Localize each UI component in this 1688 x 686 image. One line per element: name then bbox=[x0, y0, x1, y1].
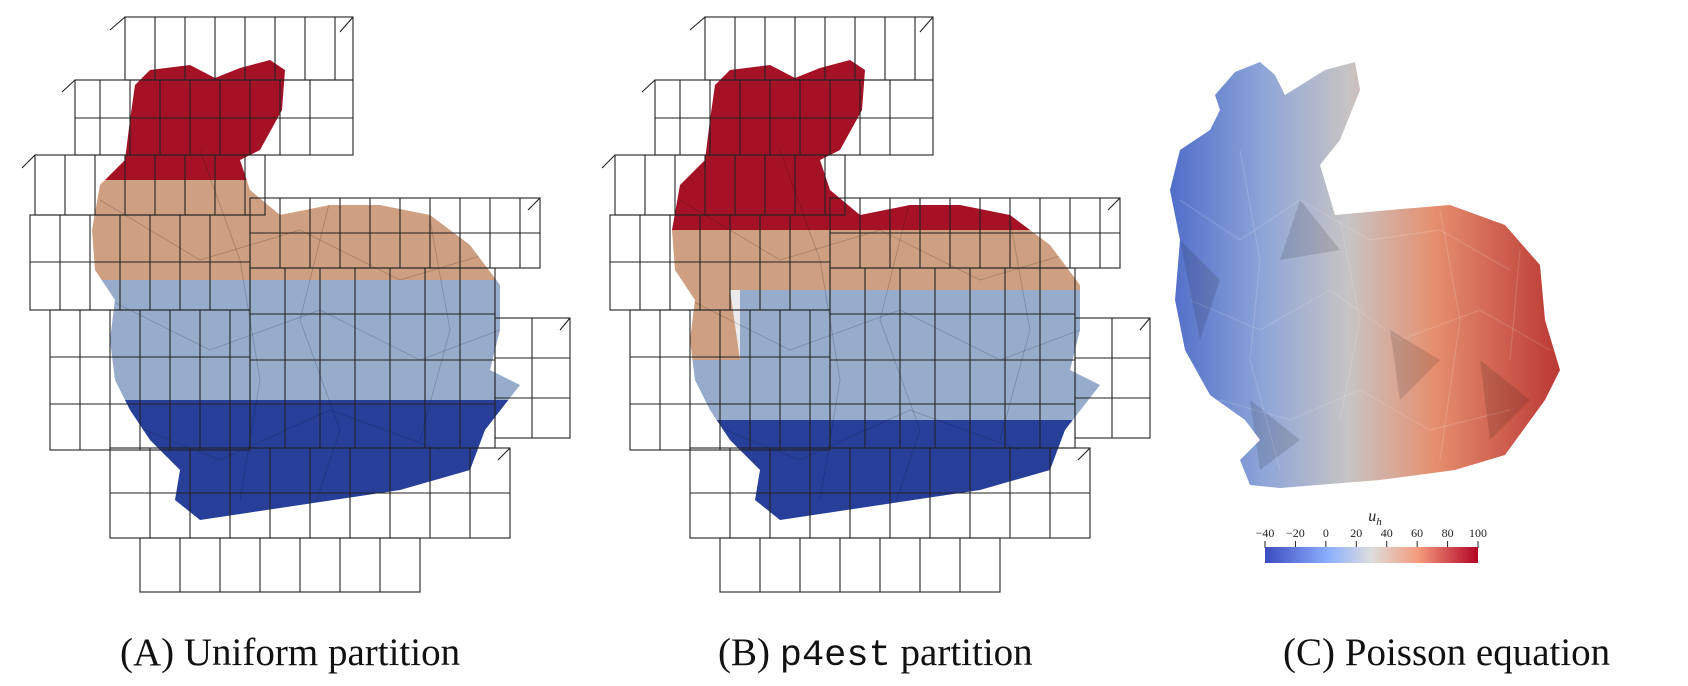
caption-p4est-partition: (B) p4est partition bbox=[718, 630, 1033, 677]
poisson-bunny-surface bbox=[1170, 62, 1560, 488]
bunny-poisson-solution-render: uh −40 −20 0 20 40 60 80 100 bbox=[1170, 62, 1560, 563]
caption-title: Uniform partition bbox=[183, 631, 461, 674]
partition-band-1 bbox=[672, 60, 1100, 230]
caption-title: Poisson equation bbox=[1344, 631, 1611, 674]
bunny-p4est-partition-render bbox=[601, 16, 1151, 593]
figure-panel-poisson-equation: uh −40 −20 0 20 40 60 80 100 bbox=[1160, 0, 1688, 610]
colorbar-tick-label: 60 bbox=[1411, 526, 1423, 540]
colorbar-tick-label: 80 bbox=[1442, 526, 1454, 540]
partition-band-2 bbox=[672, 230, 1100, 290]
colorbar-tick-label: 0 bbox=[1323, 526, 1329, 540]
shading-overlay bbox=[92, 60, 520, 520]
colorbar-label: uh bbox=[1368, 508, 1382, 528]
caption-tag: (C) bbox=[1283, 631, 1335, 674]
caption-tag: (A) bbox=[120, 631, 175, 674]
colorbar bbox=[1265, 547, 1478, 563]
shading-overlay bbox=[672, 60, 1100, 520]
figure-panel-p4est-partition bbox=[580, 0, 1160, 610]
caption-code: p4est bbox=[779, 635, 891, 677]
colorbar-tick-label: 20 bbox=[1350, 526, 1362, 540]
colorbar-tick-label: −40 bbox=[1256, 526, 1275, 540]
partition-band-3 bbox=[92, 280, 520, 400]
octree-grid bbox=[601, 16, 1151, 593]
colorbar-ticks: −40 −20 0 20 40 60 80 100 bbox=[1256, 526, 1487, 548]
caption-tag: (B) bbox=[718, 631, 770, 674]
caption-uniform-partition: (A) Uniform partition bbox=[120, 630, 460, 675]
colorbar-tick-label: 40 bbox=[1381, 526, 1393, 540]
partition-band-3 bbox=[672, 290, 1100, 420]
partition-band-1 bbox=[92, 60, 520, 180]
colorbar-tick-label: −20 bbox=[1286, 526, 1305, 540]
bunny-uniform-partition-render bbox=[21, 16, 571, 593]
figure-panel-uniform-partition bbox=[0, 0, 580, 610]
octree-grid bbox=[21, 16, 571, 593]
caption-title: partition bbox=[890, 631, 1033, 674]
colorbar-tick-label: 100 bbox=[1469, 526, 1487, 540]
caption-poisson-equation: (C) Poisson equation bbox=[1283, 630, 1610, 675]
